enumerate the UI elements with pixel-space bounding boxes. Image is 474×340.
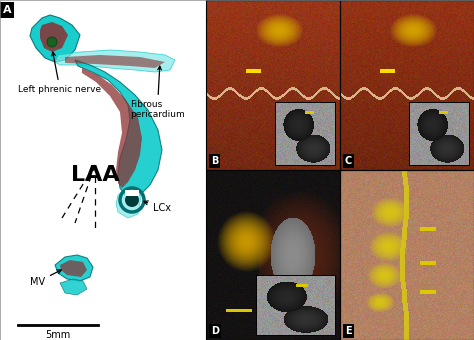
Text: LCx: LCx (144, 201, 171, 213)
Bar (206, 0, 340, 170)
Text: D: D (211, 326, 219, 336)
Polygon shape (55, 50, 175, 72)
Bar (206, 170, 340, 340)
Bar (0, 0, 206, 340)
Text: LAA: LAA (71, 165, 119, 185)
Text: B: B (211, 156, 219, 166)
Circle shape (125, 193, 139, 207)
Circle shape (47, 37, 57, 47)
Text: A: A (3, 5, 12, 15)
Polygon shape (60, 260, 87, 277)
Polygon shape (75, 60, 162, 198)
Polygon shape (65, 55, 165, 68)
Polygon shape (40, 22, 68, 52)
Text: 5mm: 5mm (46, 330, 71, 340)
Polygon shape (125, 190, 139, 196)
Bar (340, 170, 474, 340)
Polygon shape (30, 15, 80, 62)
Polygon shape (116, 186, 142, 218)
Text: Left phrenic nerve: Left phrenic nerve (18, 52, 101, 94)
Polygon shape (55, 255, 93, 281)
Text: MV: MV (30, 270, 61, 287)
Text: E: E (345, 326, 352, 336)
Bar (340, 0, 474, 170)
Polygon shape (82, 68, 142, 188)
Text: C: C (345, 156, 352, 166)
Polygon shape (60, 279, 87, 295)
Text: Fibrous
pericardium: Fibrous pericardium (130, 66, 185, 119)
